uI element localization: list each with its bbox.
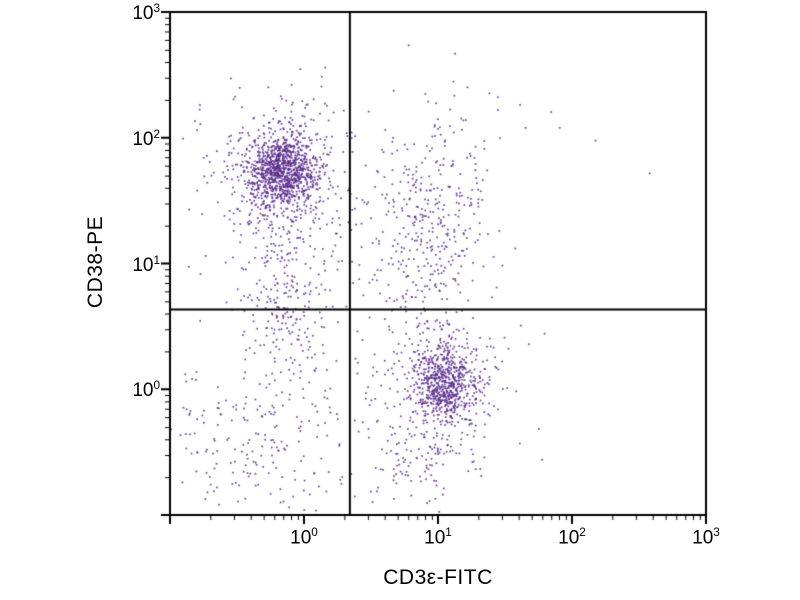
x-axis-label: CD3ε-FITC [383, 566, 493, 589]
y-tick-label-10e0: 100 [132, 379, 160, 402]
y-tick-label-10e1: 101 [132, 253, 160, 276]
x-tick-label-10e2: 102 [558, 526, 586, 549]
x-tick-label-10e1: 101 [424, 526, 452, 549]
y-axis-label: CD38-PE [84, 215, 107, 309]
x-tick-label-10e3: 103 [692, 526, 720, 549]
y-tick-label-10e3: 103 [132, 1, 160, 25]
x-tick-label-10e0: 100 [290, 526, 318, 549]
y-tick-label-10e2: 102 [132, 127, 160, 150]
